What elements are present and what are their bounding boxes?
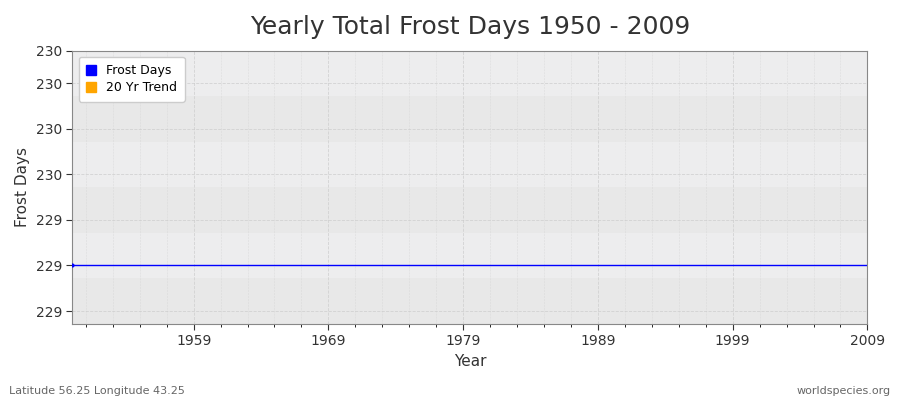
Bar (72, 96, 868, 142)
Frost Days (202, 263, 212, 268)
Frost Days (296, 263, 307, 268)
Bar (72, 233, 868, 278)
Bar (72, 51, 868, 96)
Frost Days (67, 263, 77, 268)
Bar (72, 142, 868, 187)
Legend: Frost Days, 20 Yr Trend: Frost Days, 20 Yr Trend (78, 57, 184, 102)
Text: Latitude 56.25 Longitude 43.25: Latitude 56.25 Longitude 43.25 (9, 386, 184, 396)
X-axis label: Year: Year (454, 354, 486, 369)
Bar (72, 278, 868, 324)
Frost Days (269, 263, 280, 268)
Text: worldspecies.org: worldspecies.org (796, 386, 891, 396)
Line: Frost Days: Frost Days (71, 264, 868, 267)
Bar (72, 187, 868, 233)
Frost Days (565, 263, 576, 268)
Y-axis label: Frost Days: Frost Days (15, 147, 30, 227)
Title: Yearly Total Frost Days 1950 - 2009: Yearly Total Frost Days 1950 - 2009 (250, 15, 690, 39)
Frost Days (323, 263, 334, 268)
Frost Days (862, 263, 873, 268)
Frost Days (337, 263, 347, 268)
